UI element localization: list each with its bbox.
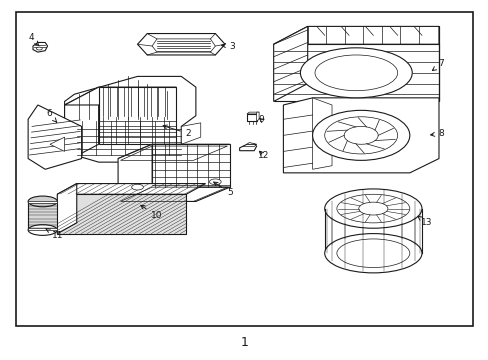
Polygon shape	[64, 76, 196, 162]
Polygon shape	[283, 98, 438, 173]
Text: 9: 9	[258, 116, 264, 125]
Text: 7: 7	[431, 59, 444, 71]
Ellipse shape	[28, 196, 57, 207]
Text: 13: 13	[417, 216, 432, 228]
Polygon shape	[99, 87, 176, 144]
Polygon shape	[152, 144, 229, 187]
Ellipse shape	[312, 111, 409, 160]
Polygon shape	[312, 98, 331, 169]
Ellipse shape	[300, 48, 411, 98]
Polygon shape	[273, 44, 438, 102]
Ellipse shape	[131, 184, 143, 190]
Text: 5: 5	[213, 182, 232, 197]
Ellipse shape	[324, 117, 397, 154]
Polygon shape	[246, 112, 259, 114]
Polygon shape	[57, 184, 205, 194]
Polygon shape	[273, 26, 438, 44]
Ellipse shape	[314, 55, 397, 91]
Ellipse shape	[336, 239, 409, 267]
Ellipse shape	[358, 202, 387, 215]
Polygon shape	[33, 42, 47, 52]
Polygon shape	[239, 144, 256, 151]
Polygon shape	[246, 114, 256, 121]
Text: 6: 6	[46, 109, 57, 122]
Polygon shape	[57, 194, 186, 234]
Text: 8: 8	[430, 129, 444, 138]
Polygon shape	[28, 202, 57, 230]
Text: 2: 2	[163, 125, 191, 138]
Ellipse shape	[324, 234, 421, 273]
Ellipse shape	[36, 47, 42, 50]
Polygon shape	[137, 33, 224, 55]
Polygon shape	[50, 137, 64, 152]
Polygon shape	[246, 143, 256, 144]
Polygon shape	[57, 184, 77, 234]
Polygon shape	[64, 87, 176, 105]
Ellipse shape	[209, 179, 221, 185]
Polygon shape	[181, 123, 201, 144]
Polygon shape	[118, 144, 229, 158]
Polygon shape	[28, 202, 57, 203]
Polygon shape	[256, 112, 259, 121]
Ellipse shape	[324, 189, 421, 228]
Polygon shape	[118, 144, 152, 202]
Ellipse shape	[336, 194, 409, 223]
Polygon shape	[64, 87, 99, 162]
Text: 1: 1	[240, 336, 248, 349]
Polygon shape	[28, 105, 81, 169]
Ellipse shape	[344, 126, 377, 144]
Text: 12: 12	[258, 151, 269, 160]
Bar	[16, 12, 472, 327]
Ellipse shape	[28, 225, 57, 235]
Polygon shape	[273, 26, 307, 102]
Text: 11: 11	[46, 229, 63, 240]
Text: 4: 4	[29, 33, 39, 46]
Text: 10: 10	[141, 205, 163, 220]
Polygon shape	[28, 228, 57, 230]
Polygon shape	[118, 187, 229, 202]
Polygon shape	[152, 39, 215, 52]
Text: 3: 3	[221, 41, 235, 50]
